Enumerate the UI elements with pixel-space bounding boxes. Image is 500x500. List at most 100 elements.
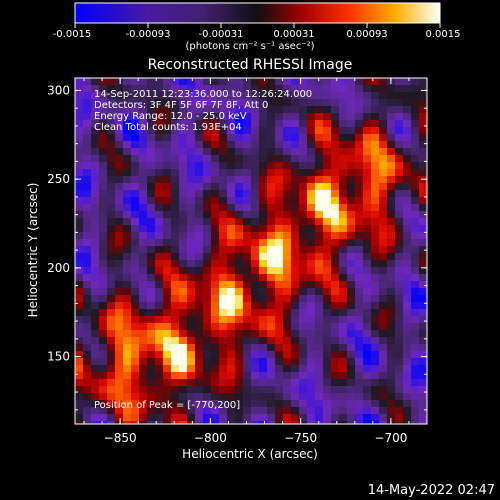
heatmap-cell — [171, 337, 180, 345]
heatmap-cell — [291, 113, 300, 121]
heatmap-cell — [203, 281, 212, 289]
heatmap-cell — [371, 344, 380, 352]
heatmap-cell — [291, 183, 300, 191]
heatmap-cell — [123, 372, 132, 380]
heatmap-cell — [171, 225, 180, 233]
heatmap-cell — [163, 162, 172, 170]
heatmap-cell — [395, 176, 404, 184]
heatmap-cell — [347, 162, 356, 170]
heatmap-cell — [299, 365, 308, 373]
heatmap-cell — [411, 246, 420, 254]
heatmap-cell — [179, 106, 188, 114]
heatmap-cell — [147, 295, 156, 303]
heatmap-cell — [147, 78, 156, 86]
heatmap-cell — [419, 309, 427, 317]
heatmap-cell — [179, 85, 188, 93]
peak-position-text: Position of Peak = [-770,200] — [94, 400, 240, 411]
heatmap-cell — [355, 92, 364, 100]
heatmap-cell — [363, 211, 372, 219]
heatmap-cell — [115, 365, 124, 373]
heatmap-cell — [107, 85, 116, 93]
heatmap-cell — [83, 421, 92, 424]
heatmap-cell — [155, 190, 164, 198]
heatmap-cell — [387, 162, 396, 170]
heatmap-cell — [403, 113, 412, 121]
heatmap-cell — [315, 120, 324, 128]
heatmap-cell — [347, 351, 356, 359]
heatmap-cell — [347, 260, 356, 268]
heatmap-cell — [123, 393, 132, 401]
heatmap-cell — [163, 288, 172, 296]
heatmap-cell — [291, 288, 300, 296]
heatmap-cell — [275, 351, 284, 359]
heatmap-cell — [347, 197, 356, 205]
heatmap-cell — [315, 351, 324, 359]
heatmap-cell — [147, 211, 156, 219]
heatmap-cell — [315, 106, 324, 114]
heatmap-cell — [139, 183, 148, 191]
heatmap-cell — [203, 393, 212, 401]
heatmap-cell — [371, 260, 380, 268]
heatmap-cell — [339, 309, 348, 317]
heatmap-cell — [323, 358, 332, 366]
heatmap-cell — [171, 155, 180, 163]
heatmap-cell — [315, 148, 324, 156]
heatmap-cell — [307, 162, 316, 170]
heatmap-cell — [163, 358, 172, 366]
heatmap-cell — [339, 85, 348, 93]
heatmap-cell — [347, 127, 356, 135]
heatmap-cell — [115, 372, 124, 380]
heatmap-cell — [403, 155, 412, 163]
heatmap-cell — [187, 302, 196, 310]
heatmap-cell — [115, 344, 124, 352]
heatmap-cell — [227, 197, 236, 205]
heatmap-cell — [355, 218, 364, 226]
heatmap-cell — [275, 267, 284, 275]
heatmap-cell — [275, 162, 284, 170]
heatmap-cell — [395, 400, 404, 408]
heatmap-cell — [195, 246, 204, 254]
heatmap-cell — [155, 295, 164, 303]
heatmap-cell — [355, 393, 364, 401]
heatmap-cell — [411, 190, 420, 198]
heatmap-cell — [379, 351, 388, 359]
heatmap-cell — [283, 309, 292, 317]
heatmap-cell — [83, 309, 92, 317]
heatmap-cell — [163, 211, 172, 219]
heatmap-cell — [275, 155, 284, 163]
heatmap-cell — [283, 379, 292, 387]
heatmap-cell — [123, 386, 132, 394]
heatmap-cell — [283, 106, 292, 114]
heatmap-cell — [75, 337, 84, 345]
heatmap-cell — [211, 295, 220, 303]
heatmap-cell — [251, 288, 260, 296]
heatmap-cell — [379, 414, 388, 422]
heatmap-cell — [83, 288, 92, 296]
heatmap-cell — [243, 127, 252, 135]
heatmap-cell — [243, 225, 252, 233]
heatmap-cell — [91, 99, 100, 107]
heatmap-cell — [83, 302, 92, 310]
heatmap-cell — [107, 155, 116, 163]
heatmap-cell — [195, 274, 204, 282]
heatmap-cell — [75, 253, 84, 261]
heatmap-cell — [283, 330, 292, 338]
heatmap-cell — [203, 127, 212, 135]
heatmap-cell — [395, 414, 404, 422]
heatmap-cell — [275, 141, 284, 149]
heatmap-cell — [123, 337, 132, 345]
heatmap-cell — [379, 337, 388, 345]
heatmap-cell — [187, 260, 196, 268]
heatmap-cell — [275, 421, 284, 424]
heatmap-cell — [299, 127, 308, 135]
heatmap-cell — [331, 197, 340, 205]
heatmap-cell — [331, 351, 340, 359]
heatmap-cell — [83, 414, 92, 422]
heatmap-cell — [339, 141, 348, 149]
heatmap-cell — [371, 225, 380, 233]
heatmap-cell — [283, 190, 292, 198]
heatmap-cell — [155, 169, 164, 177]
heatmap-cell — [323, 120, 332, 128]
heatmap-cell — [179, 197, 188, 205]
heatmap-cell — [267, 211, 276, 219]
